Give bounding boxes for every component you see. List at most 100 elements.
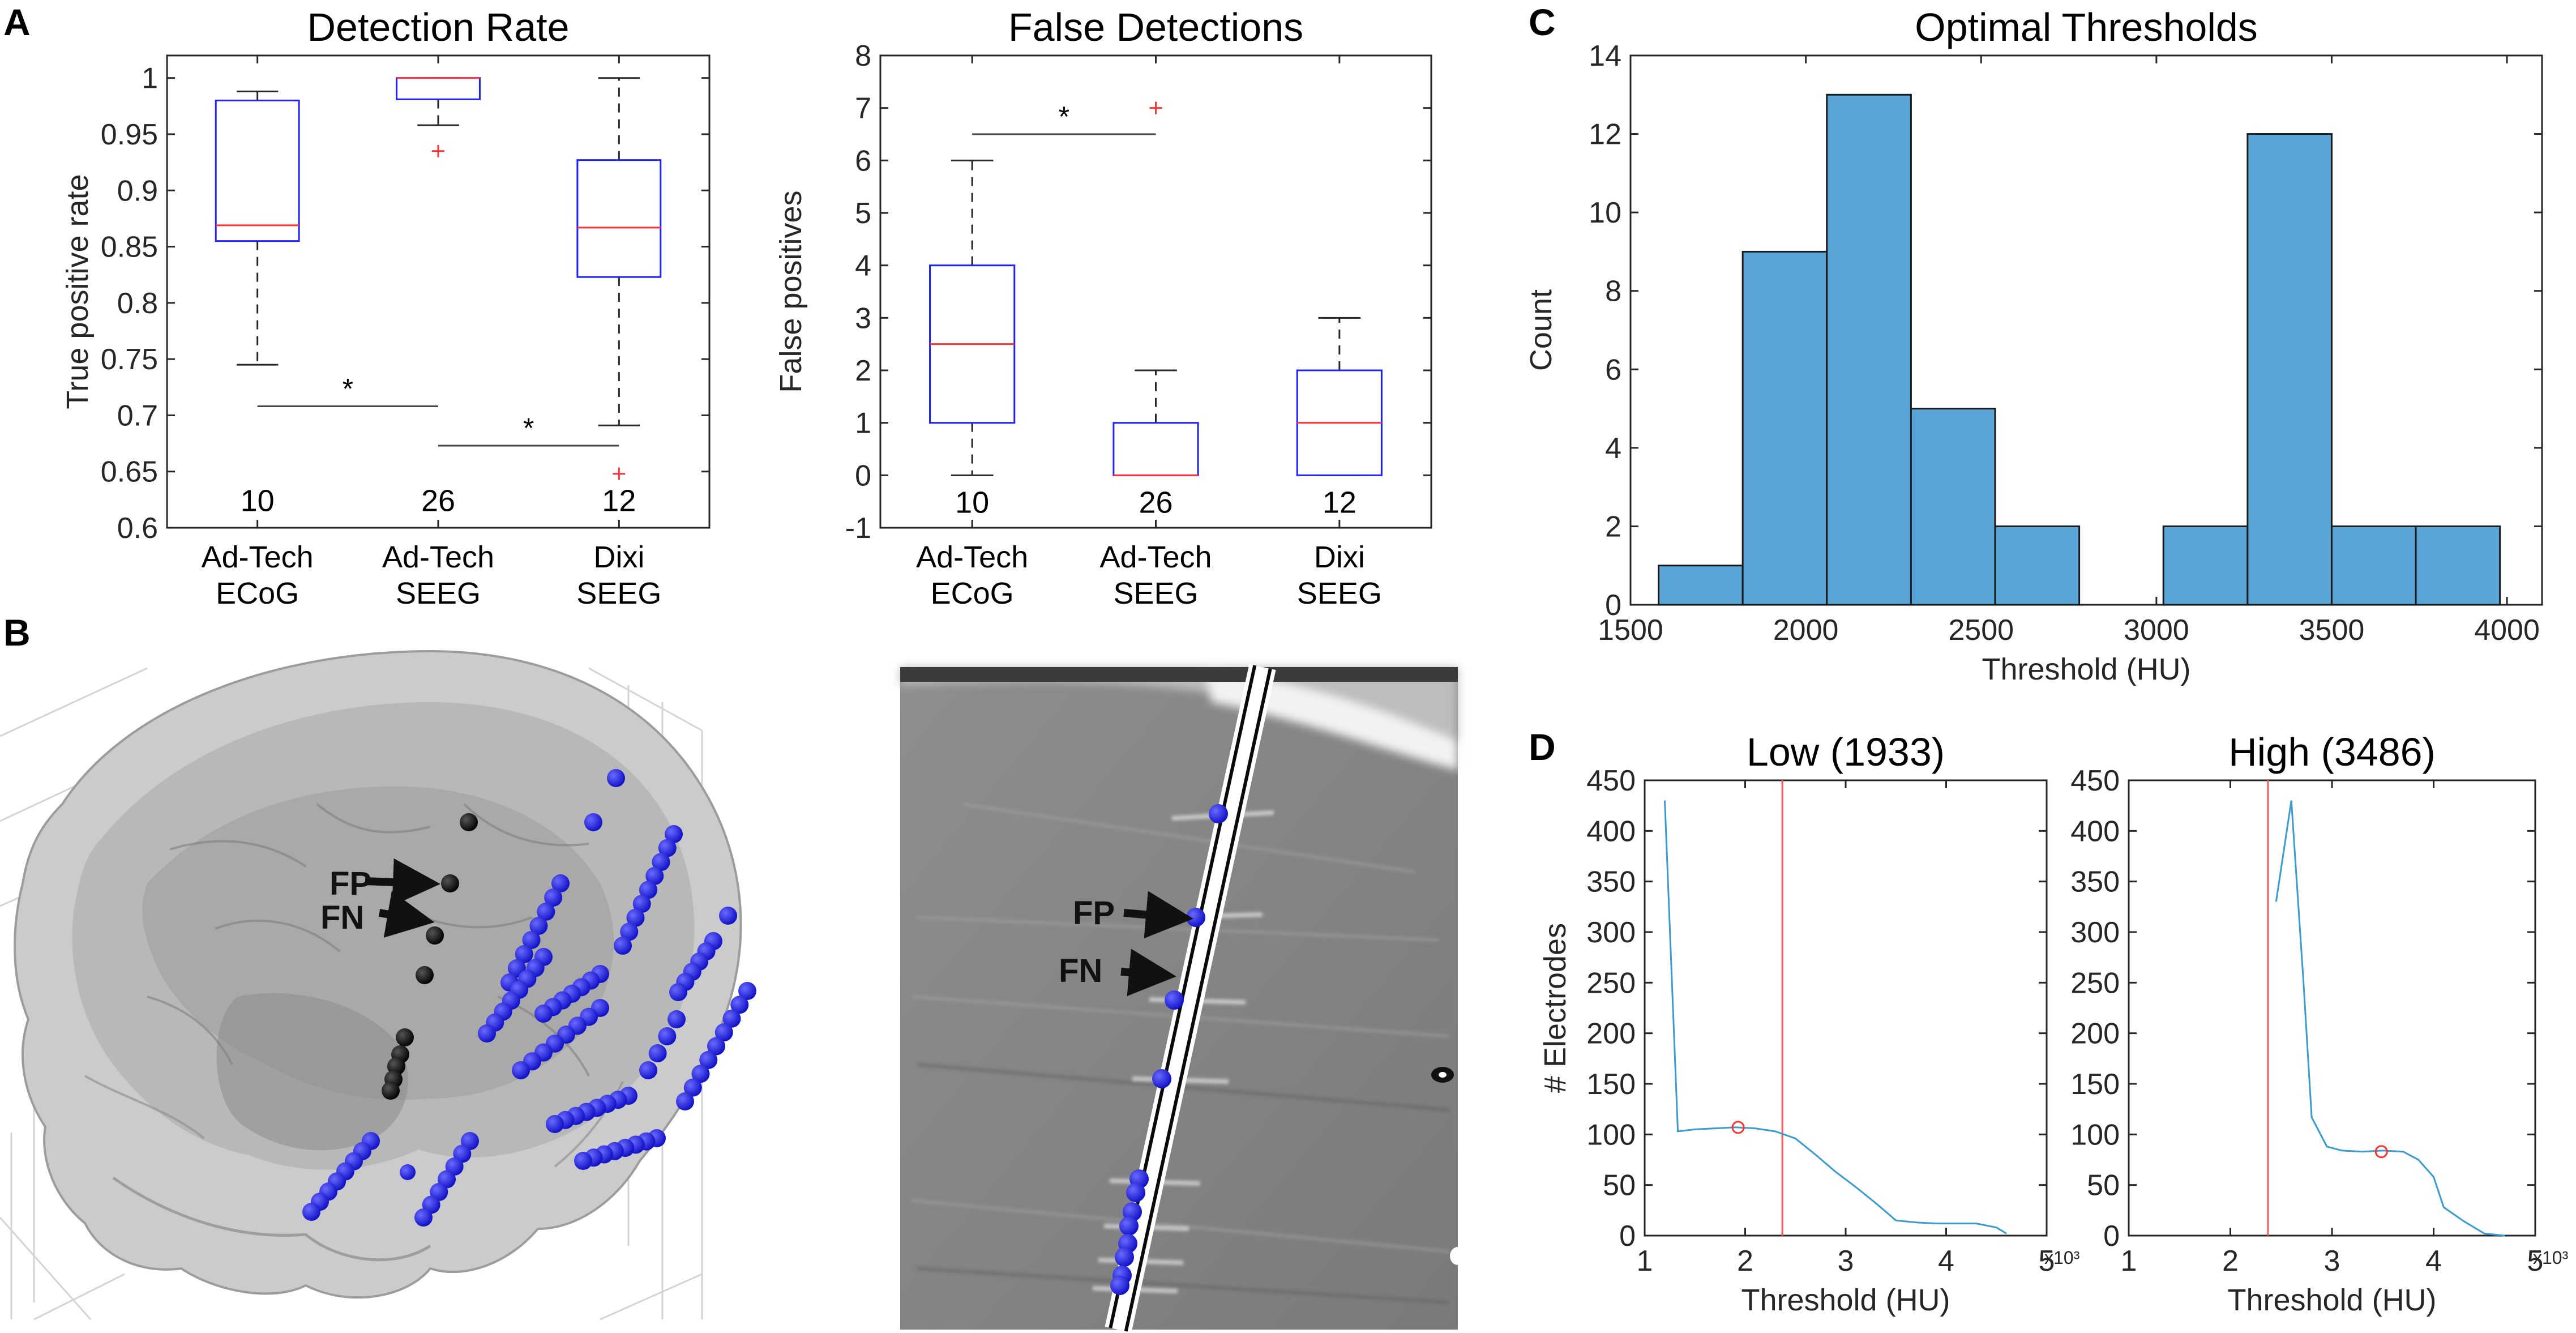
- electrode-contact: [652, 853, 670, 871]
- fn-arrow-ct: [1120, 949, 1176, 997]
- outlier-marker: [432, 144, 444, 157]
- category-label: Dixi: [593, 540, 644, 574]
- y-tick-label: 100: [1586, 1118, 1636, 1151]
- electrode-contact: [529, 917, 548, 935]
- sample-count: 26: [1139, 486, 1173, 520]
- y-tick-label: 350: [2070, 866, 2120, 899]
- fp-arrow-ct: [1123, 891, 1193, 939]
- plot-frame: [1629, 54, 2543, 606]
- x-tick-label: 4: [2425, 1245, 2442, 1278]
- brain-render-image: FP FN: [0, 650, 756, 1321]
- electrode-contact: [544, 888, 563, 907]
- y-tick-label: 3: [855, 302, 871, 335]
- electrode-contact: [719, 907, 737, 925]
- electrode-contact: [669, 983, 687, 1001]
- electrode-contact: [302, 1203, 320, 1221]
- electrode-contact: [614, 937, 632, 955]
- x-multiplier: x10³: [2533, 1247, 2569, 1268]
- x-tick-label: 1: [2121, 1245, 2137, 1278]
- electrode-contact: [512, 1061, 530, 1079]
- electrode-count-line: [1664, 800, 2007, 1234]
- plot-frame: [2128, 779, 2536, 1237]
- x-tick-label: 4000: [2474, 614, 2540, 647]
- ct-artifact-light: [1450, 1247, 1466, 1265]
- chart-title: High (3486): [2228, 730, 2436, 774]
- electrode-contact: [667, 1010, 686, 1028]
- optimal-threshold-marker: [1731, 1121, 1745, 1134]
- y-tick-label: 0: [855, 459, 871, 492]
- y-tick-label: 0.9: [117, 174, 158, 207]
- electrode-contact: [414, 1208, 433, 1227]
- electrode-contact: [537, 903, 555, 921]
- sample-count: 10: [241, 484, 275, 518]
- y-tick-label: 150: [1586, 1068, 1636, 1101]
- category-label: Dixi: [1314, 540, 1365, 574]
- y-tick-label: 150: [2070, 1068, 2120, 1101]
- x-tick-label: 3000: [2124, 614, 2189, 647]
- electrode-contact-black: [382, 1082, 400, 1100]
- electrode-contact: [722, 1009, 741, 1028]
- x-tick-label: 2: [2222, 1245, 2239, 1278]
- box: [1112, 422, 1199, 476]
- electrode-contact: [632, 895, 651, 913]
- histogram-bar: [2330, 525, 2417, 606]
- y-tick-label: 0: [2103, 1220, 2120, 1253]
- y-tick-label: 300: [1586, 916, 1636, 949]
- y-axis-label: True positive rate: [61, 174, 95, 409]
- ct-slice-image: FP FN: [900, 664, 1466, 1333]
- y-tick-label: 4: [1605, 432, 1621, 465]
- high-threshold-chart: 0 50 100 150 200 250 300 350 400 450 1 2 3 4 5 Threshol…: [2070, 730, 2568, 1317]
- box: [215, 99, 300, 242]
- electrode-contact-black: [426, 926, 444, 945]
- y-tick-label: -1: [845, 512, 871, 545]
- electrode-count-line: [2275, 800, 2505, 1237]
- low-threshold-chart: 0 50 100 150 200 250 300 350 400 450 # Electrodes 1…: [1538, 730, 2080, 1317]
- x-tick-label: 2: [1737, 1245, 1753, 1278]
- x-axis-label: Threshold (HU): [1741, 1283, 1950, 1317]
- y-tick-label: 1: [142, 62, 158, 95]
- electrode-contact: [639, 881, 657, 899]
- x-tick-label: 2500: [1948, 614, 2014, 647]
- optimal-threshold-marker: [2374, 1145, 2388, 1159]
- y-tick-label: 0.6: [117, 512, 158, 545]
- electrode-contact: [584, 813, 602, 831]
- chart-title: Detection Rate: [307, 5, 569, 49]
- y-tick-label: 0.95: [101, 118, 158, 151]
- y-tick-label: 400: [1586, 815, 1636, 848]
- y-tick-label: 250: [1586, 967, 1636, 999]
- histogram-bar: [2162, 525, 2249, 606]
- significance-star: *: [343, 373, 353, 405]
- y-tick-label: 2: [1605, 510, 1621, 543]
- electrode-contact: [658, 1027, 677, 1045]
- optimal-thresholds-chart: 0 2 4 6 8 10 12 14 Count 1500 2000 2500 3000 3500 4000…: [1524, 5, 2543, 686]
- electrode-contact: [676, 1092, 694, 1110]
- chart-title: False Detections: [1008, 5, 1303, 49]
- sample-count: 12: [1323, 486, 1357, 520]
- y-tick-label: 12: [1589, 118, 1621, 151]
- brain-silhouette: [14, 650, 742, 1299]
- y-tick-label: 7: [855, 92, 871, 125]
- electrode-contact: [1119, 1216, 1139, 1236]
- chart-title: Low (1933): [1747, 730, 1945, 774]
- electrode-contact: [707, 1037, 725, 1056]
- x-axis-label: Threshold (HU): [2227, 1283, 2436, 1317]
- histogram-bar: [1994, 525, 2081, 606]
- outlier-marker: [1149, 101, 1162, 114]
- electrode-contact: [665, 825, 683, 843]
- detection-rate-chart: 0.6 0.65 0.7 0.75 0.8 0.85 0.9 0.95 1 True positi…: [61, 5, 711, 610]
- x-tick-label: 3: [2324, 1245, 2340, 1278]
- sample-count: 12: [602, 484, 636, 518]
- y-tick-label: 100: [2070, 1118, 2120, 1151]
- box: [576, 159, 662, 278]
- y-tick-label: 350: [1586, 866, 1636, 899]
- sample-count: 10: [955, 486, 989, 520]
- category-label: Ad-Tech: [916, 540, 1028, 574]
- electrode-contact: [626, 908, 645, 927]
- electrode-contact: [730, 996, 749, 1014]
- electrode-contact: [648, 1044, 667, 1062]
- panel-label-c: C: [1529, 1, 1556, 43]
- chart-title: Optimal Thresholds: [1915, 5, 2258, 49]
- electrode-contact: [574, 1152, 592, 1170]
- category-label: Ad-Tech: [382, 540, 494, 574]
